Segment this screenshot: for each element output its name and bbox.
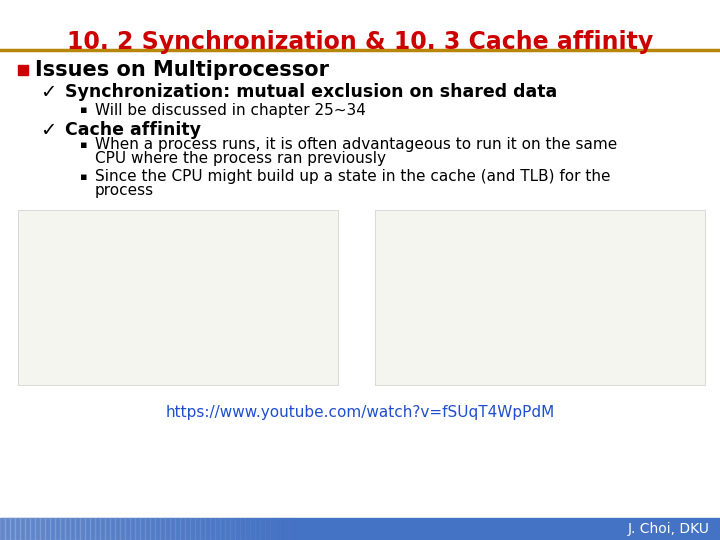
Bar	[115, 518, 120, 540]
Bar	[35, 518, 40, 540]
Bar	[110, 518, 115, 540]
Bar	[190, 518, 195, 540]
Bar	[285, 518, 290, 540]
Bar	[260, 518, 265, 540]
Text: ✓: ✓	[40, 83, 56, 102]
Bar	[240, 518, 245, 540]
Bar	[70, 518, 75, 540]
Bar	[0, 518, 5, 540]
Text: Synchronization: mutual exclusion on shared data: Synchronization: mutual exclusion on sha…	[65, 83, 557, 101]
Text: ▪: ▪	[80, 140, 88, 150]
Bar	[0, 518, 720, 540]
Bar	[130, 518, 135, 540]
Bar	[160, 518, 165, 540]
Text: Cache affinity: Cache affinity	[65, 121, 201, 139]
Bar	[25, 518, 30, 540]
Text: ▪: ▪	[80, 105, 88, 115]
Bar	[65, 518, 70, 540]
Bar	[15, 518, 20, 540]
Bar	[5, 518, 10, 540]
Bar	[185, 518, 190, 540]
Text: J. Choi, DKU: J. Choi, DKU	[628, 522, 710, 536]
Bar	[225, 518, 230, 540]
Bar	[150, 518, 155, 540]
Bar	[85, 518, 90, 540]
Bar	[90, 518, 95, 540]
Bar	[30, 518, 35, 540]
Bar	[265, 518, 270, 540]
Bar	[230, 518, 235, 540]
Text: Since the CPU might build up a state in the cache (and TLB) for the: Since the CPU might build up a state in …	[95, 170, 611, 185]
Text: Issues on Multiprocessor: Issues on Multiprocessor	[35, 60, 329, 80]
Bar	[180, 518, 185, 540]
Bar	[20, 518, 25, 540]
Bar	[50, 518, 55, 540]
Text: 10. 2 Synchronization & 10. 3 Cache affinity: 10. 2 Synchronization & 10. 3 Cache affi…	[67, 30, 653, 54]
Bar	[125, 518, 130, 540]
Bar	[55, 518, 60, 540]
Bar	[255, 518, 260, 540]
Bar	[95, 518, 100, 540]
Bar	[220, 518, 225, 540]
Bar	[195, 518, 200, 540]
Bar	[270, 518, 275, 540]
Bar	[155, 518, 160, 540]
Bar	[205, 518, 210, 540]
Text: ▪: ▪	[80, 172, 88, 182]
Bar	[280, 518, 285, 540]
Bar	[170, 518, 175, 540]
Bar	[75, 518, 80, 540]
Bar	[60, 518, 65, 540]
Bar	[215, 518, 220, 540]
Bar	[275, 518, 280, 540]
Bar	[140, 518, 145, 540]
Bar	[10, 518, 15, 540]
Bar	[290, 518, 295, 540]
Bar	[145, 518, 150, 540]
Bar	[250, 518, 255, 540]
Bar	[120, 518, 125, 540]
Text: https://www.youtube.com/watch?v=fSUqT4WpPdM: https://www.youtube.com/watch?v=fSUqT4Wp…	[166, 404, 554, 420]
Bar	[165, 518, 170, 540]
Bar	[295, 518, 300, 540]
Bar	[100, 518, 105, 540]
FancyBboxPatch shape	[375, 210, 705, 385]
Bar	[105, 518, 110, 540]
Text: ✓: ✓	[40, 120, 56, 139]
Bar	[45, 518, 50, 540]
Bar	[175, 518, 180, 540]
Bar	[210, 518, 215, 540]
FancyBboxPatch shape	[18, 210, 338, 385]
Text: Will be discussed in chapter 25~34: Will be discussed in chapter 25~34	[95, 103, 366, 118]
Bar	[80, 518, 85, 540]
Text: process: process	[95, 184, 154, 199]
Bar	[40, 518, 45, 540]
Text: When a process runs, it is often advantageous to run it on the same: When a process runs, it is often advanta…	[95, 138, 617, 152]
Bar	[135, 518, 140, 540]
Bar	[245, 518, 250, 540]
Text: CPU where the process ran previously: CPU where the process ran previously	[95, 152, 386, 166]
Bar	[235, 518, 240, 540]
Bar	[18, 65, 28, 75]
Bar	[200, 518, 205, 540]
